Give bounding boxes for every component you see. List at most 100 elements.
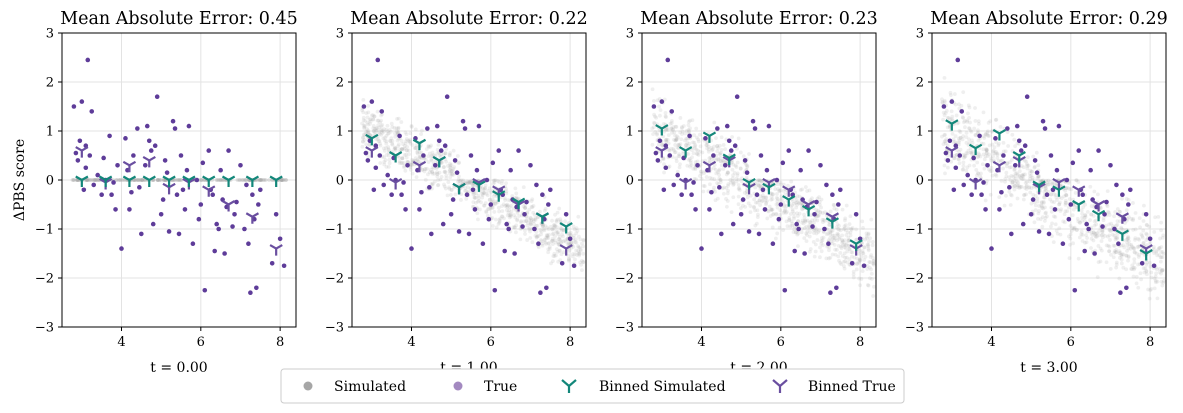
- simulated-point: [1107, 227, 1112, 232]
- simulated-point: [1124, 253, 1129, 258]
- simulated-point: [731, 182, 736, 187]
- simulated-point: [656, 142, 661, 147]
- simulated-point: [1042, 219, 1047, 223]
- true-point: [464, 192, 470, 197]
- binned-true-marker: [365, 146, 379, 158]
- simulated-point: [435, 147, 440, 152]
- true-point: [1151, 263, 1157, 269]
- y-tick-label: 2: [626, 76, 634, 91]
- simulated-point: [746, 201, 751, 206]
- simulated-point: [975, 171, 980, 175]
- true-point: [1118, 290, 1123, 296]
- simulated-point: [374, 126, 379, 131]
- simulated-point: [942, 98, 947, 103]
- simulated-point: [1137, 237, 1141, 242]
- simulated-point: [676, 153, 681, 158]
- legend-marker-simulated: [303, 381, 313, 391]
- binned-true-marker: [559, 244, 573, 256]
- simulated-point: [437, 170, 442, 175]
- simulated-point: [674, 137, 679, 141]
- simulated-point: [661, 157, 666, 162]
- true-point: [1020, 221, 1026, 227]
- simulated-point: [566, 257, 571, 261]
- simulated-point: [1063, 188, 1068, 193]
- simulated-point: [500, 209, 505, 214]
- simulated-point: [1027, 185, 1032, 190]
- simulated-point: [499, 181, 504, 186]
- simulated-point: [283, 178, 288, 182]
- simulated-point: [535, 223, 540, 228]
- simulated-point: [967, 126, 971, 130]
- simulated-point: [393, 148, 398, 153]
- simulated-point: [121, 178, 126, 182]
- simulated-point: [474, 200, 478, 205]
- simulated-point: [957, 161, 962, 166]
- simulated-point: [94, 178, 99, 182]
- simulated-point: [1042, 195, 1047, 200]
- simulated-point: [436, 142, 441, 147]
- simulated-point: [1148, 260, 1152, 265]
- simulated-point: [1132, 250, 1137, 254]
- simulated-point: [452, 185, 457, 190]
- simulated-point: [512, 225, 517, 230]
- true-point: [661, 187, 667, 193]
- simulated-point: [375, 118, 380, 123]
- simulated-point: [1037, 204, 1042, 208]
- simulated-point: [395, 117, 399, 121]
- simulated-point: [756, 212, 760, 217]
- simulated-point: [1048, 197, 1053, 202]
- simulated-point: [177, 178, 182, 182]
- simulated-point: [756, 184, 761, 188]
- simulated-point: [1145, 232, 1149, 237]
- simulated-point: [736, 194, 741, 199]
- simulated-point: [435, 172, 440, 176]
- simulated-point: [1155, 279, 1160, 284]
- simulated-point: [736, 202, 741, 207]
- simulated-point: [800, 207, 805, 212]
- simulated-point: [360, 144, 365, 149]
- simulated-point: [381, 136, 386, 141]
- simulated-point: [443, 151, 448, 156]
- true-point: [1086, 226, 1091, 232]
- simulated-point: [535, 215, 540, 220]
- simulated-point: [1144, 222, 1149, 227]
- simulated-point: [1141, 228, 1146, 233]
- simulated-point: [523, 205, 528, 210]
- simulated-point: [413, 146, 418, 150]
- simulated-point: [733, 163, 738, 168]
- simulated-point: [380, 128, 385, 133]
- simulated-point: [692, 177, 697, 181]
- simulated-point: [393, 146, 398, 151]
- simulated-point: [426, 144, 431, 148]
- simulated-point: [444, 159, 449, 164]
- true-point: [148, 148, 154, 153]
- simulated-point: [840, 254, 845, 258]
- simulated-point: [1031, 154, 1036, 159]
- simulated-point: [985, 129, 990, 134]
- simulated-point: [667, 148, 672, 153]
- simulated-point: [952, 156, 957, 161]
- true-point: [536, 241, 541, 246]
- simulated-point: [557, 235, 562, 240]
- simulated-point: [835, 231, 840, 236]
- simulated-point: [1062, 220, 1067, 225]
- simulated-point: [402, 144, 407, 148]
- simulated-point: [1064, 192, 1068, 197]
- simulated-point: [698, 149, 703, 154]
- simulated-point: [155, 178, 160, 182]
- simulated-point: [854, 237, 859, 242]
- simulated-point: [1148, 240, 1153, 245]
- simulated-point: [979, 171, 983, 176]
- simulated-point: [1129, 267, 1134, 271]
- simulated-point: [818, 209, 822, 214]
- simulated-point: [572, 227, 577, 232]
- x-tick-label: 4: [987, 335, 995, 350]
- simulated-point: [507, 213, 512, 218]
- simulated-point: [800, 226, 805, 231]
- simulated-point: [1138, 225, 1143, 230]
- simulated-point: [172, 178, 176, 182]
- simulated-point: [485, 213, 490, 218]
- simulated-point: [561, 239, 566, 244]
- binned-simulated-marker: [388, 151, 403, 163]
